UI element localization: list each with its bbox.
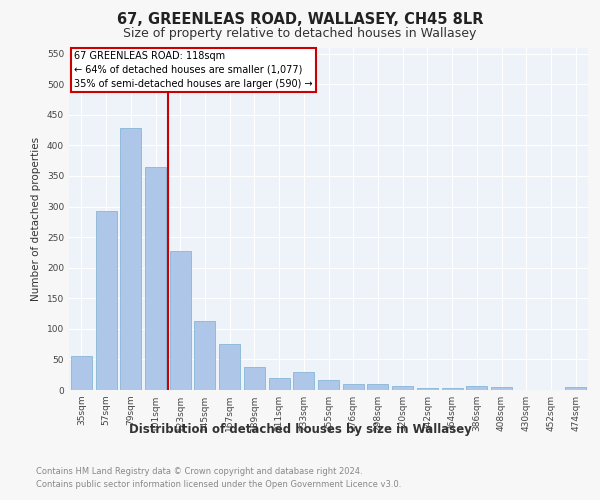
Bar bbox=[145, 167, 166, 390]
Bar bbox=[491, 387, 512, 390]
Text: Distribution of detached houses by size in Wallasey: Distribution of detached houses by size … bbox=[128, 422, 472, 436]
Bar bbox=[466, 386, 487, 390]
Bar bbox=[219, 344, 240, 390]
Bar bbox=[343, 384, 364, 390]
Bar bbox=[71, 356, 92, 390]
Bar bbox=[170, 250, 191, 390]
Bar bbox=[442, 388, 463, 390]
Bar bbox=[565, 387, 586, 390]
Bar bbox=[95, 211, 116, 390]
Text: 67, GREENLEAS ROAD, WALLASEY, CH45 8LR: 67, GREENLEAS ROAD, WALLASEY, CH45 8LR bbox=[117, 12, 483, 28]
Y-axis label: Number of detached properties: Number of detached properties bbox=[31, 136, 41, 301]
Text: Contains HM Land Registry data © Crown copyright and database right 2024.
Contai: Contains HM Land Registry data © Crown c… bbox=[36, 468, 401, 489]
Bar bbox=[417, 388, 438, 390]
Bar bbox=[269, 378, 290, 390]
Bar bbox=[318, 380, 339, 390]
Bar bbox=[194, 321, 215, 390]
Bar bbox=[367, 384, 388, 390]
Bar bbox=[244, 367, 265, 390]
Text: Size of property relative to detached houses in Wallasey: Size of property relative to detached ho… bbox=[124, 28, 476, 40]
Bar bbox=[293, 372, 314, 390]
Text: 67 GREENLEAS ROAD: 118sqm
← 64% of detached houses are smaller (1,077)
35% of se: 67 GREENLEAS ROAD: 118sqm ← 64% of detac… bbox=[74, 51, 313, 89]
Bar bbox=[120, 128, 141, 390]
Bar bbox=[392, 386, 413, 390]
